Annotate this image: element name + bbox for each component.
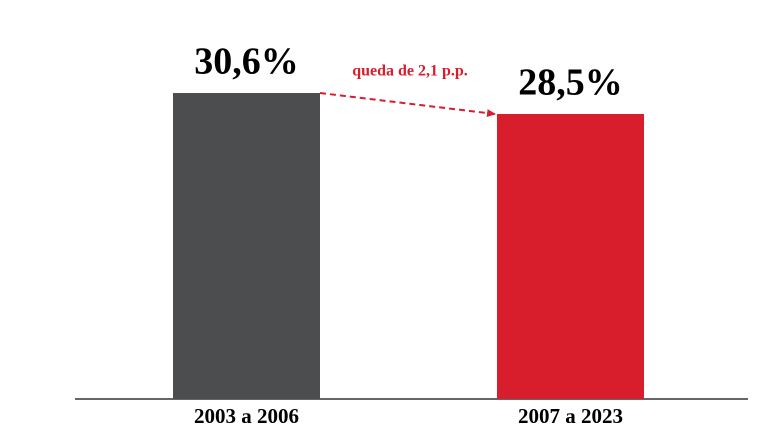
bar	[173, 93, 320, 399]
arrow	[319, 92, 496, 118]
value-label: 28,5%	[518, 62, 623, 104]
bar	[497, 114, 644, 399]
annotation: queda de 2,1 p.p.	[352, 63, 468, 80]
value-label: 30,6%	[194, 41, 299, 83]
x-tick-label: 2007 a 2023	[518, 404, 623, 428]
x-tick-label: 2003 a 2006	[194, 404, 299, 428]
